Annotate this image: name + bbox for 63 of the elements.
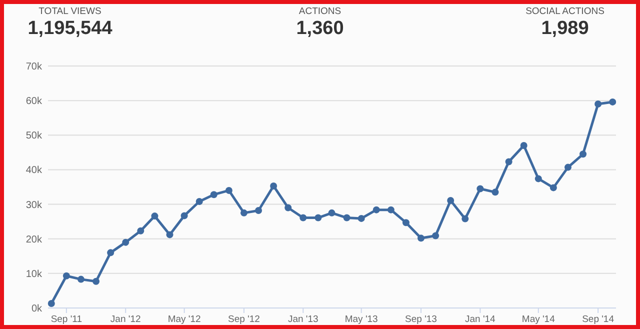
point	[520, 142, 528, 150]
point	[432, 232, 440, 240]
point	[270, 182, 278, 190]
point	[372, 206, 380, 214]
point	[62, 272, 70, 280]
point	[609, 98, 616, 106]
point	[447, 196, 454, 204]
x-tick-label: May '12	[168, 314, 201, 325]
point	[314, 214, 322, 222]
x-tick-label: May '13	[344, 314, 378, 325]
point	[225, 186, 232, 194]
point	[505, 158, 512, 166]
text: ACTIONS	[298, 6, 342, 17]
x-tick-label: Jan '13	[288, 314, 318, 325]
y-tick-label: 60k	[26, 96, 43, 108]
point	[462, 215, 469, 222]
point	[476, 185, 484, 192]
point	[240, 209, 248, 216]
x-tick-label: Sep '13	[405, 314, 437, 325]
text: SOCIAL ACTIONS	[526, 6, 604, 17]
point	[534, 175, 542, 182]
point	[48, 300, 55, 308]
point	[151, 212, 158, 220]
y-tick-label: 30k	[26, 200, 43, 211]
y-tick-label: 20k	[26, 234, 43, 246]
x-tick-label: Jan '12	[110, 314, 141, 325]
point	[594, 100, 602, 108]
point	[77, 276, 84, 283]
point	[196, 198, 203, 206]
point	[210, 191, 218, 198]
x-tick-label: Sep '14	[582, 314, 614, 325]
point	[166, 231, 174, 238]
point	[550, 184, 557, 192]
point	[564, 164, 572, 171]
point	[284, 204, 292, 212]
x-tick-label: Jan '14	[465, 314, 496, 325]
point	[137, 227, 144, 234]
y-tick-label: 0k	[31, 304, 43, 314]
text: 1,195,544	[28, 18, 113, 39]
point	[343, 214, 350, 222]
text: 1,360	[296, 18, 344, 39]
point	[580, 150, 587, 158]
point	[255, 207, 262, 214]
point	[92, 278, 100, 285]
point	[358, 214, 365, 222]
point	[107, 249, 114, 256]
point	[387, 206, 394, 214]
x-tick-label: Sep '12	[228, 314, 260, 325]
point	[418, 234, 425, 242]
point	[492, 188, 499, 196]
x-tick-label: May '14	[522, 314, 555, 325]
y-tick-label: 70k	[26, 62, 43, 72]
y-tick-label: 10k	[26, 268, 43, 280]
point	[300, 214, 307, 222]
text: 1,989	[541, 18, 589, 39]
x-tick-label: Sep '11	[50, 314, 82, 325]
point	[328, 209, 336, 216]
point	[402, 219, 410, 226]
y-tick-label: 40k	[26, 165, 43, 176]
point	[180, 212, 188, 220]
text: TOTAL VIEWS	[38, 6, 102, 17]
y-tick-label: 50k	[26, 130, 43, 142]
point	[122, 238, 130, 246]
